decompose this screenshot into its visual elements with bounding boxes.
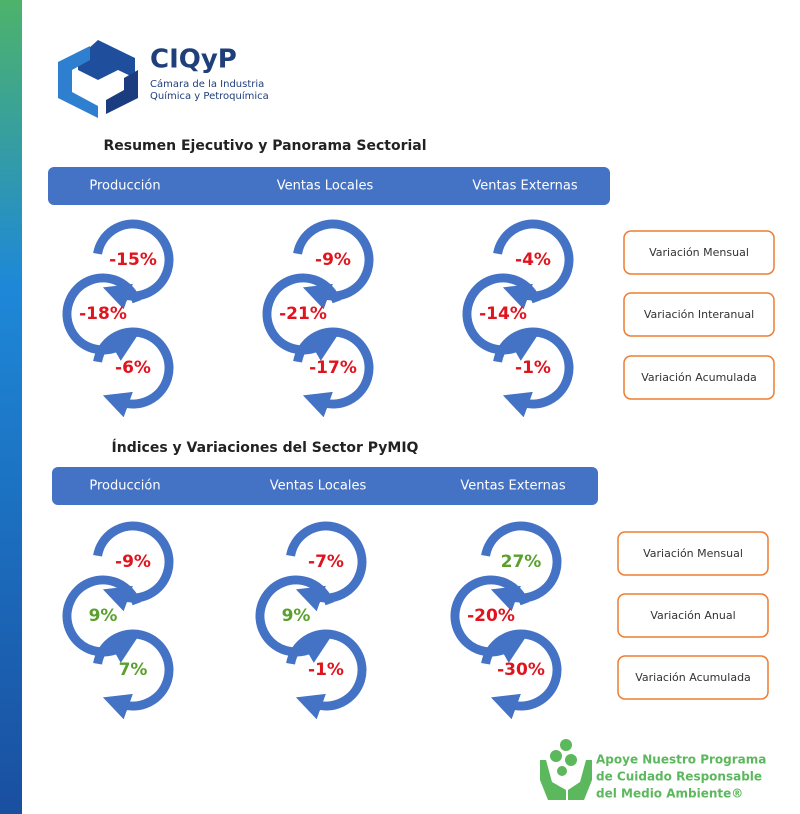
legend-box	[623, 292, 775, 337]
circular-arrow	[293, 219, 374, 310]
circular-arrow	[93, 629, 174, 720]
circular-arrow	[293, 327, 374, 418]
footer-text: de Cuidado Responsable	[596, 770, 762, 784]
circular-arrow	[493, 327, 574, 418]
org-name: Química y Petroquímica	[150, 90, 269, 102]
circular-arrow	[93, 327, 174, 418]
variation-value: -20%	[467, 606, 515, 626]
variation-value: -18%	[79, 304, 127, 324]
variation-value: -14%	[479, 304, 527, 324]
circular-arrow	[286, 629, 367, 720]
circular-arrow	[255, 575, 335, 663]
column-header: Ventas Locales	[277, 179, 374, 194]
variation-value: -1%	[308, 660, 344, 680]
legend-box	[623, 355, 775, 400]
logo-text: CIQyP	[150, 45, 237, 75]
legend-label: Variación Mensual	[643, 547, 743, 560]
section-title: Índices y Variaciones del Sector PyMIQ	[112, 439, 419, 456]
legend-box	[617, 655, 769, 700]
legend-label: Variación Anual	[650, 609, 735, 622]
variation-value: -4%	[515, 250, 551, 270]
circular-arrow	[93, 219, 174, 310]
circular-arrow	[62, 273, 142, 361]
legend-label: Variación Acumulada	[635, 671, 751, 684]
variation-value: 7%	[119, 660, 148, 680]
circular-arrow	[493, 219, 574, 310]
header-bar	[52, 467, 598, 505]
legend-box	[617, 531, 769, 576]
variation-value: 27%	[501, 552, 542, 572]
logo: CIQyP Cámara de la Industria Química y P…	[58, 40, 269, 118]
circular-arrow	[481, 521, 562, 612]
legend-box	[617, 593, 769, 638]
circular-arrow	[93, 521, 174, 612]
variation-value: 9%	[89, 606, 118, 626]
legend-label: Variación Acumulada	[641, 371, 757, 384]
footer-icon	[540, 739, 592, 800]
column-header: Ventas Externas	[460, 479, 565, 494]
footer-text: del Medio Ambiente®	[596, 787, 743, 801]
variation-value: 9%	[282, 606, 311, 626]
circular-arrow	[462, 273, 542, 361]
column-header: Ventas Locales	[270, 479, 367, 494]
circular-arrow	[450, 575, 530, 663]
content: Resumen Ejecutivo y Panorama Sectorial Pr…	[48, 138, 775, 801]
circular-arrow	[481, 629, 562, 720]
legend-label: Variación Interanual	[644, 308, 754, 321]
variation-value: -6%	[115, 358, 151, 378]
column-header: Ventas Externas	[472, 179, 577, 194]
variation-value: -1%	[515, 358, 551, 378]
section-title: Resumen Ejecutivo y Panorama Sectorial	[103, 138, 426, 154]
legend-box	[623, 230, 775, 275]
column-header: Producción	[89, 479, 160, 494]
circular-arrow	[262, 273, 342, 361]
variation-value: -9%	[115, 552, 151, 572]
header-bar	[48, 167, 610, 205]
circular-arrow	[286, 521, 367, 612]
variation-value: -7%	[308, 552, 344, 572]
side-stripe	[0, 0, 22, 814]
column-header: Producción	[89, 179, 160, 194]
variation-value: -30%	[497, 660, 545, 680]
variation-value: -9%	[315, 250, 351, 270]
variation-value: -21%	[279, 304, 327, 324]
legend-label: Variación Mensual	[649, 246, 749, 259]
variation-value: -15%	[109, 250, 157, 270]
org-name: Cámara de la Industria	[150, 78, 264, 90]
variation-value: -17%	[309, 358, 357, 378]
circular-arrow	[62, 575, 142, 663]
footer-text: Apoye Nuestro Programa	[596, 753, 766, 767]
